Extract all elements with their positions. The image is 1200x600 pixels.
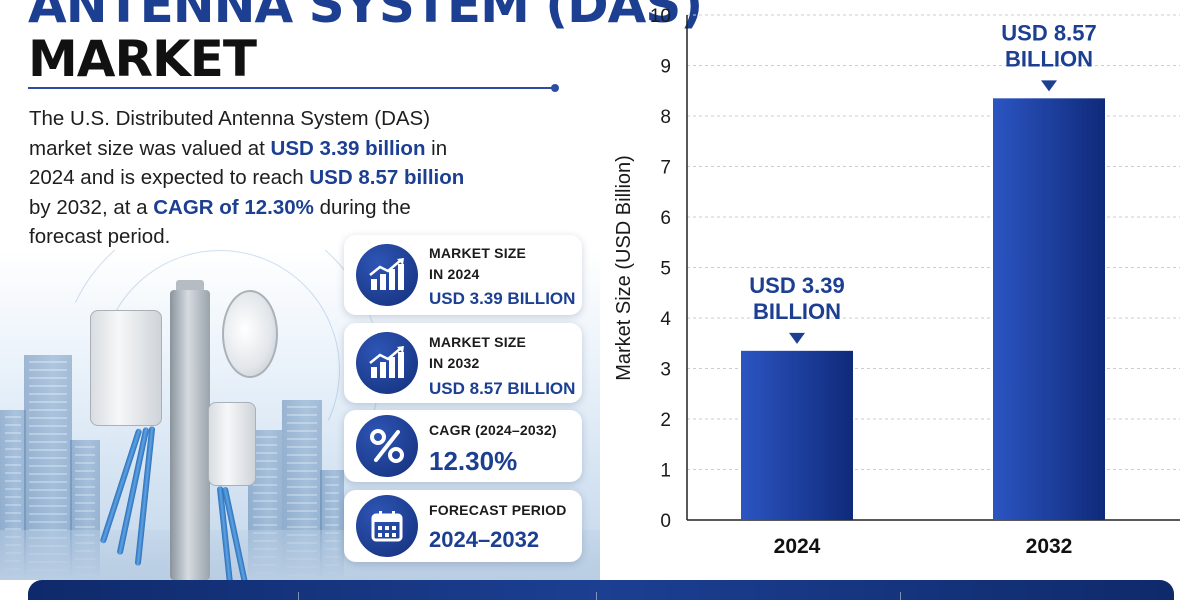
stat-card-market-size-2032: MARKET SIZE IN 2032 USD 8.57 BILLION xyxy=(344,323,582,403)
card-label: MARKET SIZE IN 2024 xyxy=(429,245,527,282)
y-tick-label: 9 xyxy=(660,57,671,78)
card-value: USD 3.39 BILLION xyxy=(429,289,576,308)
summary-paragraph: The U.S. Distributed Antenna System (DAS… xyxy=(29,104,489,252)
footer-band xyxy=(28,580,1174,600)
data-label: USD 3.39 xyxy=(749,273,844,298)
radio-unit xyxy=(208,402,256,486)
antenna-tower xyxy=(170,290,210,580)
data-label: BILLION xyxy=(1005,46,1093,71)
footer-divider xyxy=(596,592,597,600)
summary-highlight-cagr: CAGR of 12.30% xyxy=(153,195,314,219)
y-tick-label: 0 xyxy=(660,511,671,532)
radio-unit xyxy=(90,310,162,426)
y-tick-label: 8 xyxy=(660,107,671,128)
data-label: BILLION xyxy=(753,299,841,324)
card-value: 12.30% xyxy=(429,446,518,476)
y-tick-label: 4 xyxy=(660,309,671,330)
footer-divider xyxy=(298,592,299,600)
summary-text: during the forecast period. xyxy=(29,195,411,249)
summary-highlight-2024: USD 3.39 billion xyxy=(270,136,426,160)
title-underline-dot xyxy=(551,84,559,92)
y-tick-label: 6 xyxy=(660,208,671,229)
y-tick-label: 1 xyxy=(660,461,671,482)
calendar-icon xyxy=(356,495,418,557)
market-size-bar-chart: 0 1 2 3 4 5 6 7 8 9 10 Market Size (USD Billion) 202… xyxy=(613,6,1180,558)
card-value: 2024–2032 xyxy=(429,527,540,552)
footer-divider xyxy=(900,592,901,600)
bar-2032 xyxy=(993,98,1105,520)
summary-text: The U.S. Distributed Antenna System (DAS… xyxy=(29,107,431,160)
y-tick-label: 3 xyxy=(660,360,671,381)
microwave-dish xyxy=(222,290,278,378)
stat-card-market-size-2024: MARKET SIZE IN 2024 USD 3.39 BILLION xyxy=(344,235,582,315)
card-label: CAGR (2024–2032) xyxy=(429,422,557,438)
percent-icon xyxy=(356,415,418,477)
title-underline xyxy=(28,87,555,89)
summary-text: in 2024 and is expected to reach xyxy=(29,136,448,190)
y-tick-label: 7 xyxy=(660,158,671,179)
card-label: MARKET SIZE IN 2032 xyxy=(429,334,527,371)
summary-text: by 2032, at a xyxy=(29,195,154,219)
summary-highlight-2032: USD 8.57 billion xyxy=(309,166,465,189)
x-tick-label: 2024 xyxy=(774,535,821,558)
data-label-pointer xyxy=(1041,80,1057,92)
y-tick-label: 5 xyxy=(660,259,671,280)
growth-chart-icon xyxy=(356,332,418,394)
stat-card-cagr: CAGR (2024–2032) 12.30% xyxy=(344,410,582,482)
card-value: USD 8.57 BILLION xyxy=(429,379,576,398)
data-label: USD 8.57 xyxy=(1001,20,1096,45)
y-tick-label: 10 xyxy=(650,6,671,27)
y-axis-label: Market Size (USD Billion) xyxy=(613,155,635,381)
headline-line-2: MARKET xyxy=(28,30,257,88)
y-tick-label: 2 xyxy=(660,410,671,431)
bar-2024 xyxy=(741,350,853,520)
growth-chart-icon xyxy=(356,244,418,306)
headline-line-1: ANTENNA SYSTEM (DAS) xyxy=(28,0,703,34)
card-label: FORECAST PERIOD xyxy=(429,502,567,518)
data-label-pointer xyxy=(789,332,805,344)
x-tick-label: 2032 xyxy=(1026,535,1073,558)
stat-card-forecast-period: FORECAST PERIOD 2024–2032 xyxy=(344,490,582,562)
